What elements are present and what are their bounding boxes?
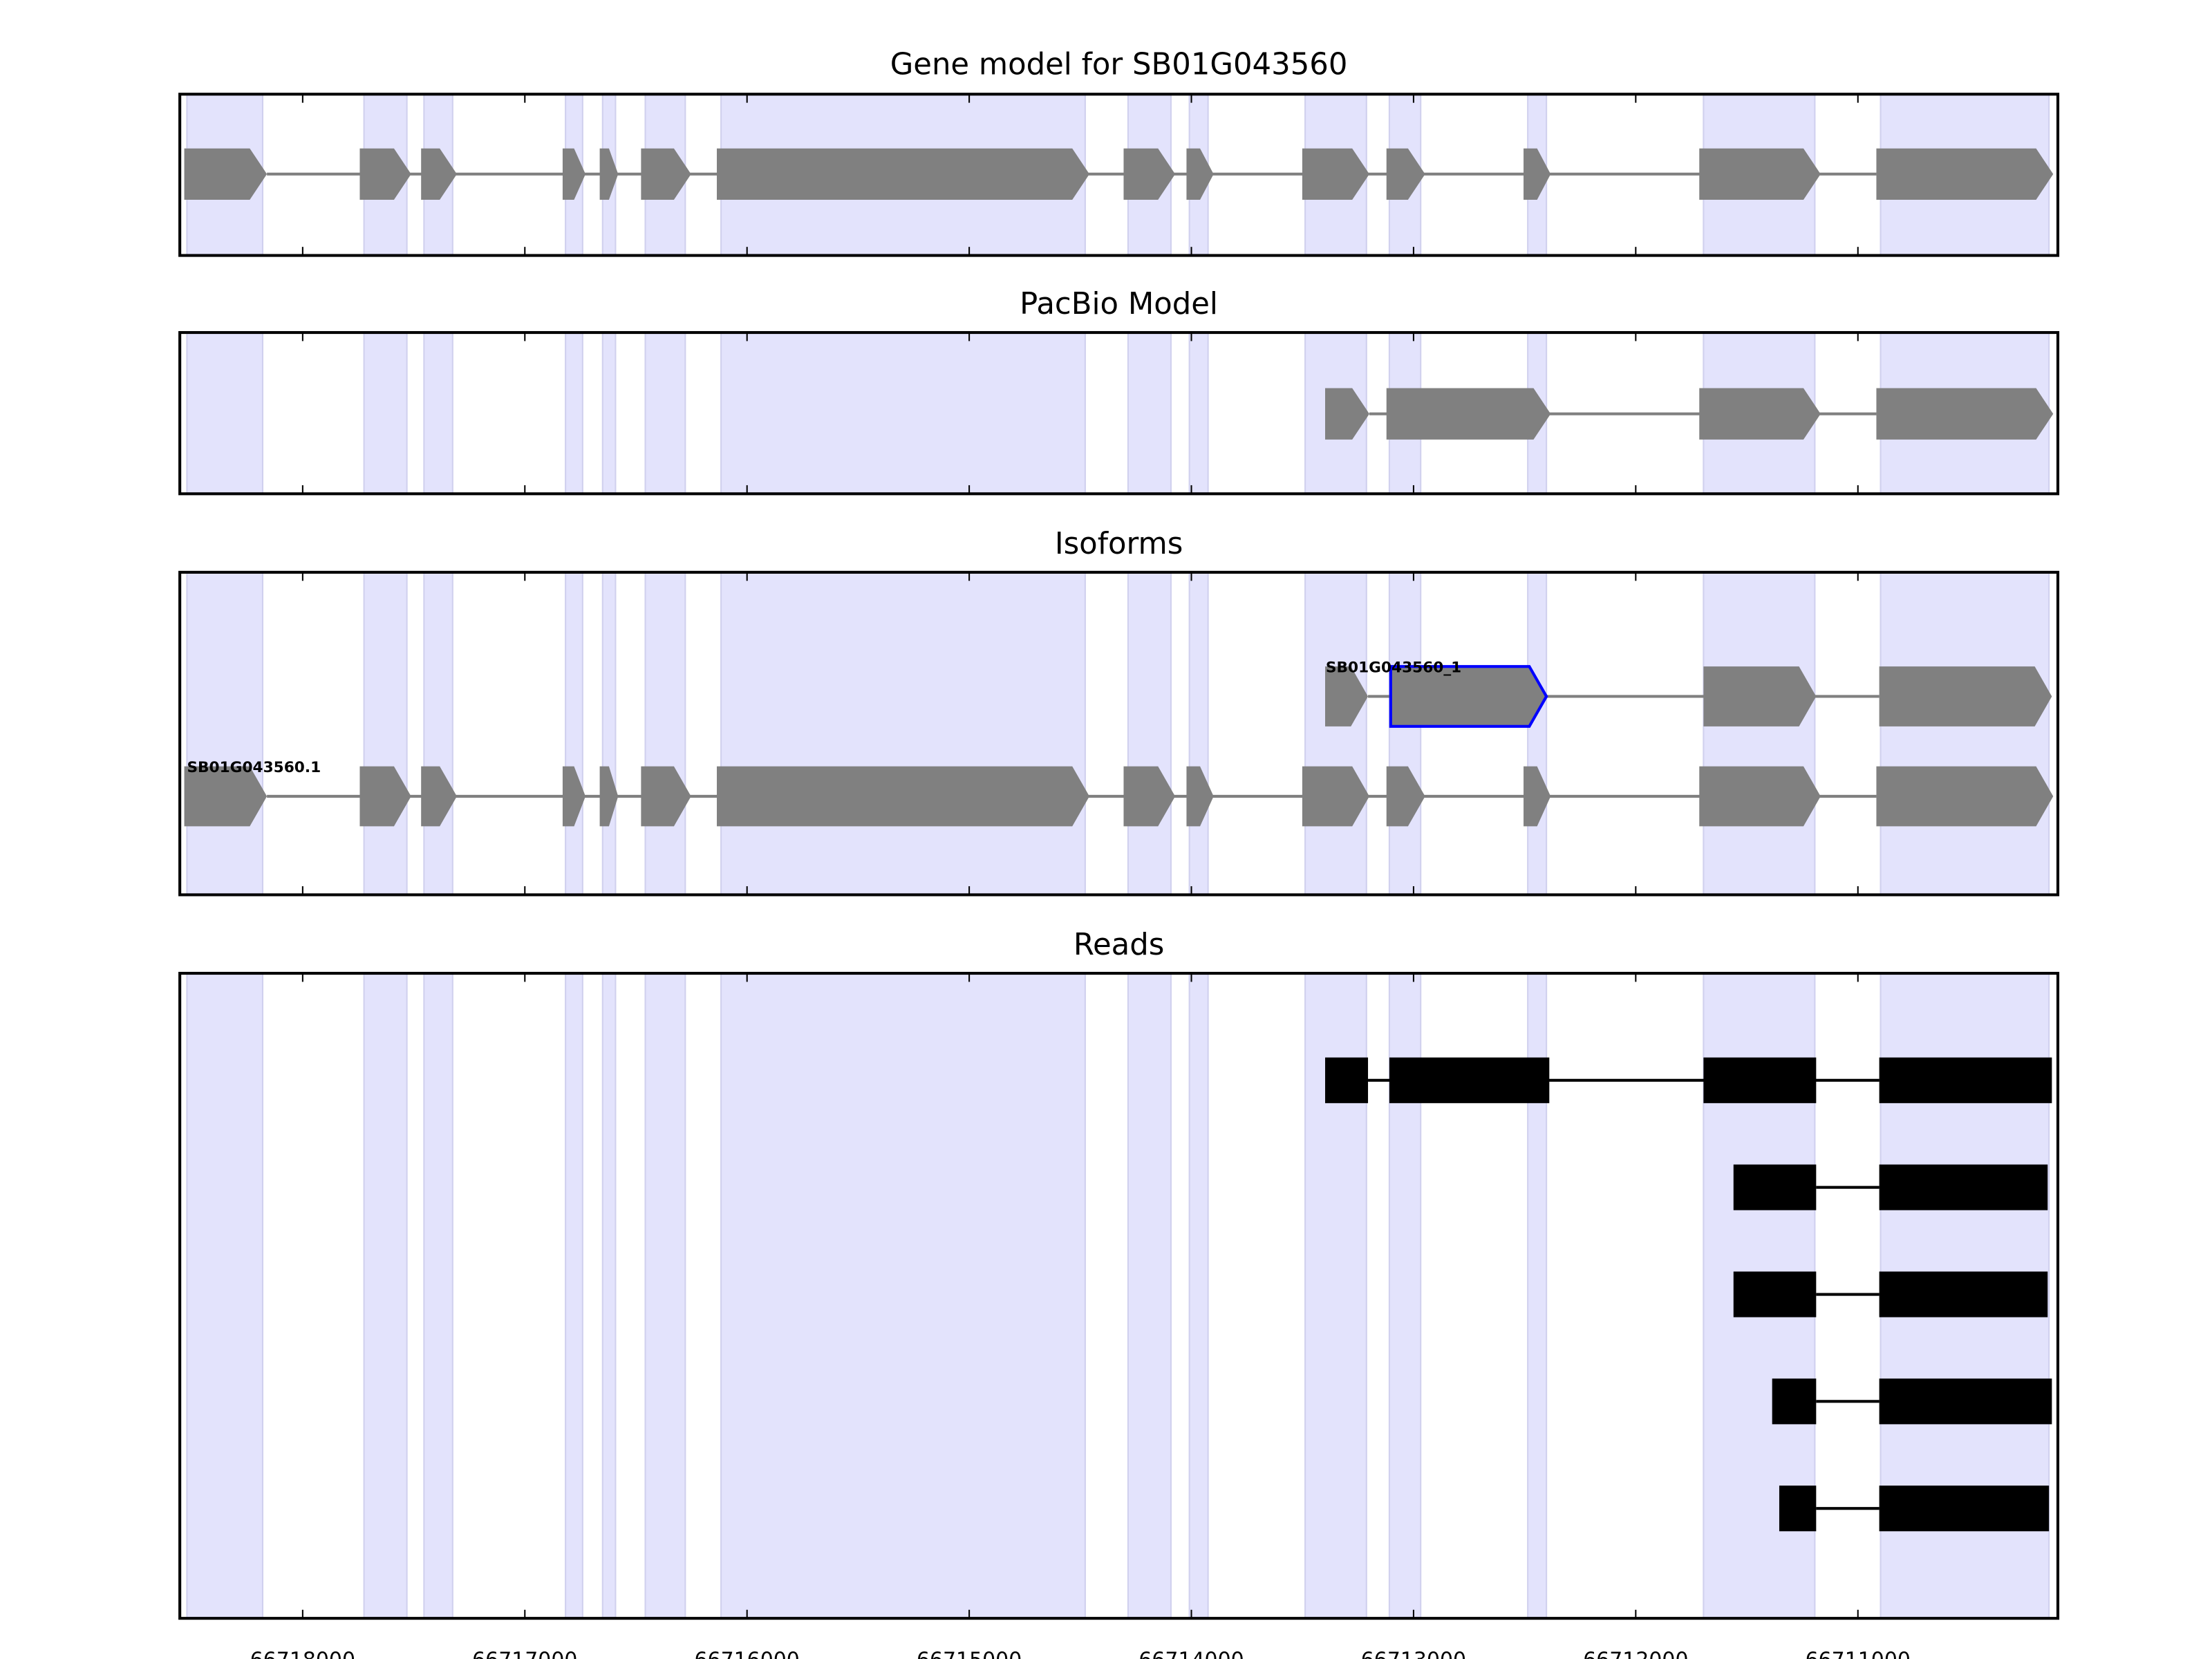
- shaded-region: [565, 571, 583, 896]
- exon: [1123, 148, 1176, 200]
- shaded-region: [644, 571, 686, 896]
- exon: [1699, 388, 1821, 440]
- exon: [641, 766, 691, 827]
- x-tick-label: 66712000: [1583, 1648, 1688, 1659]
- read-block: [1879, 1271, 2048, 1318]
- panel-frame: [178, 93, 2060, 257]
- x-tick-label: 66711000: [1806, 1648, 1911, 1659]
- panel-2: [178, 570, 2060, 897]
- shaded-region: [363, 331, 408, 495]
- shaded-region: [1127, 331, 1172, 495]
- shaded-region: [601, 331, 617, 495]
- exon: [1325, 666, 1369, 727]
- read-block: [1703, 1057, 1817, 1103]
- x-tick-label: 66717000: [472, 1648, 577, 1659]
- shaded-region: [720, 571, 1086, 896]
- shaded-region: [1527, 571, 1548, 896]
- read-block: [1733, 1271, 1817, 1318]
- isoform-label-2: SB01G043560.1: [187, 759, 321, 776]
- shaded-region: [186, 571, 264, 896]
- shaded-region: [565, 972, 583, 1620]
- exon: [641, 148, 691, 200]
- panel-title-isoforms: Isoforms: [1055, 527, 1183, 561]
- exon: [716, 766, 1089, 827]
- exon: [1699, 766, 1821, 827]
- read-block: [1879, 1378, 2052, 1425]
- shaded-region: [423, 331, 453, 495]
- exon: [1876, 148, 2054, 200]
- shaded-region: [1188, 331, 1209, 495]
- panel-title-pacbio: PacBio Model: [1020, 287, 1218, 321]
- shaded-region: [1304, 571, 1367, 896]
- exon: [1123, 766, 1176, 827]
- shaded-region: [186, 331, 264, 495]
- shaded-region: [601, 571, 617, 896]
- read-block: [1879, 1164, 2048, 1210]
- exon: [359, 766, 411, 827]
- panel-0: [178, 93, 2060, 257]
- shaded-region: [1127, 972, 1172, 1620]
- read-block: [1772, 1378, 1817, 1425]
- exon: [1876, 766, 2054, 827]
- exon: [1302, 148, 1369, 200]
- panel-frame: [178, 570, 2060, 897]
- shaded-region: [565, 331, 583, 495]
- panel-3: [178, 971, 2060, 1620]
- read-block: [1879, 1057, 2052, 1103]
- panel-title-reads: Reads: [1074, 928, 1165, 962]
- x-tick-label: 66714000: [1138, 1648, 1244, 1659]
- exon: [1325, 388, 1369, 440]
- exon-highlighted: [1389, 665, 1548, 728]
- panel-title-gene-model: Gene model for SB01G043560: [890, 47, 1348, 82]
- exon: [359, 148, 411, 200]
- exon: [1386, 766, 1425, 827]
- exon: [184, 766, 268, 827]
- shaded-region: [644, 972, 686, 1620]
- shaded-region: [1188, 972, 1209, 1620]
- shaded-region: [363, 972, 408, 1620]
- read-block: [1733, 1164, 1817, 1210]
- x-tick-label: 66715000: [917, 1648, 1022, 1659]
- exon: [1699, 148, 1821, 200]
- shaded-region: [601, 972, 617, 1620]
- panel-1: [178, 330, 2060, 496]
- exon: [716, 148, 1089, 200]
- exon: [1186, 766, 1214, 827]
- exon: [421, 766, 457, 827]
- panel-frame: [178, 971, 2060, 1620]
- x-tick-label: 66713000: [1361, 1648, 1466, 1659]
- shaded-region: [363, 571, 408, 896]
- exon: [1876, 388, 2054, 440]
- exon: [1879, 666, 2052, 727]
- read-block: [1879, 1485, 2050, 1532]
- exon: [184, 148, 268, 200]
- shaded-region: [1127, 571, 1172, 896]
- x-tick-label: 66718000: [250, 1648, 355, 1659]
- exon: [1302, 766, 1369, 827]
- read-block: [1325, 1057, 1369, 1103]
- exon: [1186, 148, 1214, 200]
- panel-frame: [178, 330, 2060, 496]
- read-block: [1779, 1485, 1817, 1532]
- shaded-region: [1388, 571, 1422, 896]
- read-block: [1389, 1057, 1550, 1103]
- shaded-region: [1188, 571, 1209, 896]
- shaded-region: [720, 972, 1086, 1620]
- isoform-label-1: SB01G043560_1: [1326, 659, 1461, 676]
- shaded-region: [1880, 571, 2050, 896]
- shaded-region: [720, 331, 1086, 495]
- exon: [1386, 388, 1551, 440]
- exon: [1386, 148, 1425, 200]
- shaded-region: [186, 972, 264, 1620]
- shaded-region: [423, 972, 453, 1620]
- x-tick-label: 66716000: [695, 1648, 800, 1659]
- exon: [1703, 666, 1817, 727]
- shaded-region: [1703, 571, 1816, 896]
- shaded-region: [423, 571, 453, 896]
- shaded-region: [644, 331, 686, 495]
- exon: [421, 148, 457, 200]
